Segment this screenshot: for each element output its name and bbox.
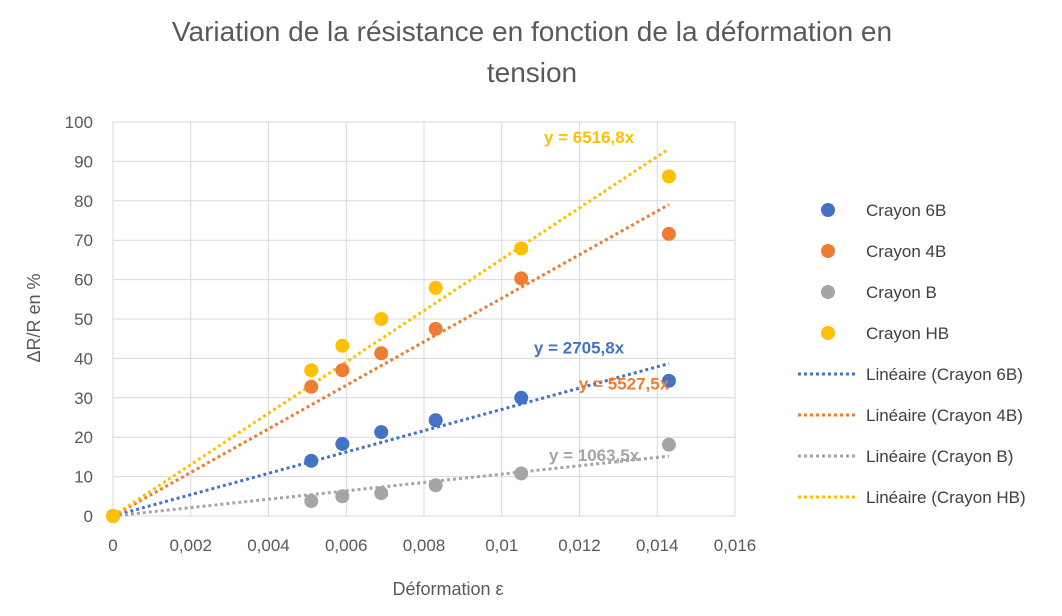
- legend-trend-entry: Linéaire (Crayon 6B): [866, 365, 1023, 384]
- data-point: [661, 226, 676, 241]
- legend-marker: [821, 203, 835, 217]
- data-point: [304, 494, 319, 509]
- data-point: [304, 379, 319, 394]
- trend-equation: y = 2705,8x: [534, 339, 625, 358]
- legend-trend-entry: Linéaire (Crayon HB): [866, 488, 1026, 507]
- data-point: [428, 321, 443, 336]
- x-tick-label: 0,016: [714, 536, 757, 555]
- x-tick-label: 0,012: [558, 536, 601, 555]
- x-tick-label: 0,006: [325, 536, 368, 555]
- legend-entry: Crayon HB: [866, 324, 949, 343]
- y-axis-label: ΔR/R en %: [24, 273, 44, 362]
- data-point: [335, 489, 350, 504]
- data-point: [335, 436, 350, 451]
- data-point: [428, 413, 443, 428]
- x-tick-label: 0: [108, 536, 117, 555]
- legend-marker: [821, 326, 835, 340]
- data-point: [514, 241, 529, 256]
- tick-labels: 0 10 20 30 40 50 60 70 80 90 100 0 0,002 0,004 0,006 0,…: [65, 113, 757, 555]
- legend-entry: Crayon B: [866, 283, 937, 302]
- legend: Crayon 6B Crayon 4B Crayon B Crayon HB Linéa…: [798, 201, 1026, 507]
- data-point: [374, 425, 389, 440]
- data-point: [374, 312, 389, 326]
- x-tick-label: 0,004: [247, 536, 290, 555]
- data-point: [428, 280, 443, 295]
- trend-equation: y = 5527,5x: [579, 375, 670, 394]
- trendline: [112, 203, 670, 518]
- x-tick-label: 0,008: [403, 536, 446, 555]
- data-point: [428, 478, 443, 493]
- trendline: [112, 362, 670, 518]
- data-point: [304, 453, 319, 468]
- trend-equation: y = 1063,5x: [549, 446, 640, 465]
- data-point: [106, 509, 120, 523]
- data-point: [661, 373, 676, 388]
- x-axis-label: Déformation ε: [392, 579, 503, 599]
- legend-marker: [821, 285, 835, 299]
- legend-trend-entry: Linéaire (Crayon 4B): [866, 406, 1023, 425]
- data-point: [661, 437, 676, 452]
- legend-trend-entry: Linéaire (Crayon B): [866, 447, 1013, 466]
- trendlines: [112, 147, 670, 518]
- data-point: [374, 346, 389, 361]
- x-tick-label: 0,002: [169, 536, 212, 555]
- data-point: [304, 363, 319, 378]
- y-tick-label: 30: [74, 389, 93, 408]
- y-tick-label: 50: [74, 310, 93, 329]
- legend-marker: [821, 244, 835, 258]
- data-point: [514, 390, 529, 405]
- legend-entry: Crayon 4B: [866, 242, 946, 261]
- y-tick-label: 10: [74, 468, 93, 487]
- data-point: [514, 466, 529, 481]
- data-point: [514, 271, 529, 286]
- x-tick-label: 0,014: [636, 536, 679, 555]
- y-tick-label: 70: [74, 231, 93, 250]
- trend-equations: y = 2705,8x y = 5527,5x y = 1063,5x y = 651…: [534, 128, 670, 465]
- y-tick-label: 0: [84, 507, 93, 526]
- data-points: [106, 169, 676, 523]
- y-tick-label: 80: [74, 192, 93, 211]
- y-tick-label: 20: [74, 428, 93, 447]
- y-tick-label: 40: [74, 349, 93, 368]
- data-point: [661, 169, 676, 184]
- trend-equation: y = 6516,8x: [544, 128, 635, 147]
- data-point: [335, 338, 350, 353]
- grid: [112, 121, 736, 517]
- legend-entry: Crayon 6B: [866, 201, 946, 220]
- y-tick-label: 100: [65, 113, 93, 132]
- data-point: [374, 486, 389, 501]
- y-tick-label: 90: [74, 152, 93, 171]
- chart-title-line-1: Variation de la résistance en fonction d…: [172, 16, 892, 47]
- y-tick-label: 60: [74, 271, 93, 290]
- x-tick-label: 0,01: [485, 536, 518, 555]
- data-point: [335, 363, 350, 378]
- chart-title-line-2: tension: [487, 57, 577, 88]
